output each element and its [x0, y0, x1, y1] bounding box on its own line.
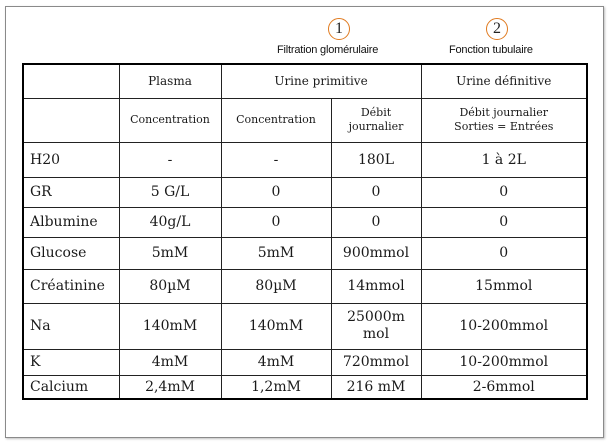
row-label: Calcium — [22, 374, 120, 400]
table-row: Na 140mM 140mM 25000mmol 10-200mmol — [22, 302, 588, 350]
sub-header-row: Concentration Concentration Débit journa… — [22, 97, 588, 143]
table-row: Créatinine 80µM 80µM 14mmol 15mmol — [22, 268, 588, 304]
primitive-debit-cell: 720mmol — [330, 348, 422, 376]
plasma-cell: 140mM — [118, 302, 222, 350]
definitive-debit-cell: 1 à 2L — [420, 141, 588, 178]
plasma-cell: 40g/L — [118, 206, 222, 238]
primitive-concentration-cell: 80µM — [220, 268, 332, 304]
plasma-cell: 80µM — [118, 268, 222, 304]
subheader-plasma-concentration: Concentration — [118, 97, 222, 143]
row-label: Na — [22, 302, 120, 350]
primitive-debit-cell: 0 — [330, 176, 422, 208]
primitive-concentration-cell: 4mM — [220, 348, 332, 376]
table-row: Albumine 40g/L 0 0 0 — [22, 206, 588, 238]
row-label: Glucose — [22, 236, 120, 270]
primitive-debit-cell: 900mmol — [330, 236, 422, 270]
renal-data-table: Plasma Urine primitive Urine définitive … — [22, 63, 589, 400]
fonction-tubulaire-label: Fonction tubulaire — [449, 44, 533, 56]
table-row: Glucose 5mM 5mM 900mmol 0 — [22, 236, 588, 270]
definitive-debit-cell: 0 — [420, 206, 588, 238]
subheader-definitive-debit: Débit journalier Sorties = Entrées — [420, 97, 588, 143]
table-body: Plasma Urine primitive Urine définitive … — [22, 63, 588, 400]
plasma-cell: 5mM — [118, 236, 222, 270]
definitive-debit-cell: 10-200mmol — [420, 348, 588, 376]
definitive-debit-cell: 10-200mmol — [420, 302, 588, 350]
primitive-debit-cell: 25000mmol — [330, 302, 422, 350]
plasma-cell: 4mM — [118, 348, 222, 376]
debit-journalier-text: Débit journalier — [348, 106, 404, 133]
row-label: GR — [22, 176, 120, 208]
corner-cell — [22, 97, 120, 143]
debit-journalier-line: Débit journalier — [459, 106, 549, 119]
row-label: Albumine — [22, 206, 120, 238]
primitive-concentration-cell: - — [220, 141, 332, 178]
header-plasma: Plasma — [118, 63, 222, 99]
primitive-concentration-cell: 0 — [220, 206, 332, 238]
table-row: GR 5 G/L 0 0 0 — [22, 176, 588, 208]
subheader-primitive-debit: Débit journalier — [330, 97, 422, 143]
definitive-debit-cell: 0 — [420, 236, 588, 270]
corner-cell — [22, 63, 120, 99]
primitive-concentration-cell: 140mM — [220, 302, 332, 350]
definitive-debit-cell: 2-6mmol — [420, 374, 588, 400]
primitive-debit-value: 25000mmol — [347, 309, 405, 342]
header-urine-primitive: Urine primitive — [220, 63, 422, 99]
table-row: Calcium 2,4mM 1,2mM 216 mM 2-6mmol — [22, 374, 588, 400]
sorties-entrees-line: Sorties = Entrées — [454, 120, 554, 133]
row-label: H20 — [22, 141, 120, 178]
primitive-debit-cell: 0 — [330, 206, 422, 238]
plasma-cell: 2,4mM — [118, 374, 222, 400]
definitive-debit-cell: 15mmol — [420, 268, 588, 304]
plasma-cell: 5 G/L — [118, 176, 222, 208]
row-label: Créatinine — [22, 268, 120, 304]
subheader-primitive-concentration: Concentration — [220, 97, 332, 143]
primitive-concentration-cell: 0 — [220, 176, 332, 208]
plasma-cell: - — [118, 141, 222, 178]
primitive-debit-cell: 14mmol — [330, 268, 422, 304]
table-row: H20 - - 180L 1 à 2L — [22, 141, 588, 178]
primitive-debit-cell: 216 mM — [330, 374, 422, 400]
primitive-concentration-cell: 5mM — [220, 236, 332, 270]
row-label: K — [22, 348, 120, 376]
table-row: K 4mM 4mM 720mmol 10-200mmol — [22, 348, 588, 376]
marker-2-circle: 2 — [486, 18, 508, 40]
primitive-debit-cell: 180L — [330, 141, 422, 178]
group-header-row: Plasma Urine primitive Urine définitive — [22, 63, 588, 99]
primitive-concentration-cell: 1,2mM — [220, 374, 332, 400]
header-urine-definitive: Urine définitive — [420, 63, 588, 99]
marker-1-circle: 1 — [328, 18, 350, 40]
filtration-glomerulaire-label: Filtration glomérulaire — [277, 44, 379, 56]
definitive-debit-cell: 0 — [420, 176, 588, 208]
